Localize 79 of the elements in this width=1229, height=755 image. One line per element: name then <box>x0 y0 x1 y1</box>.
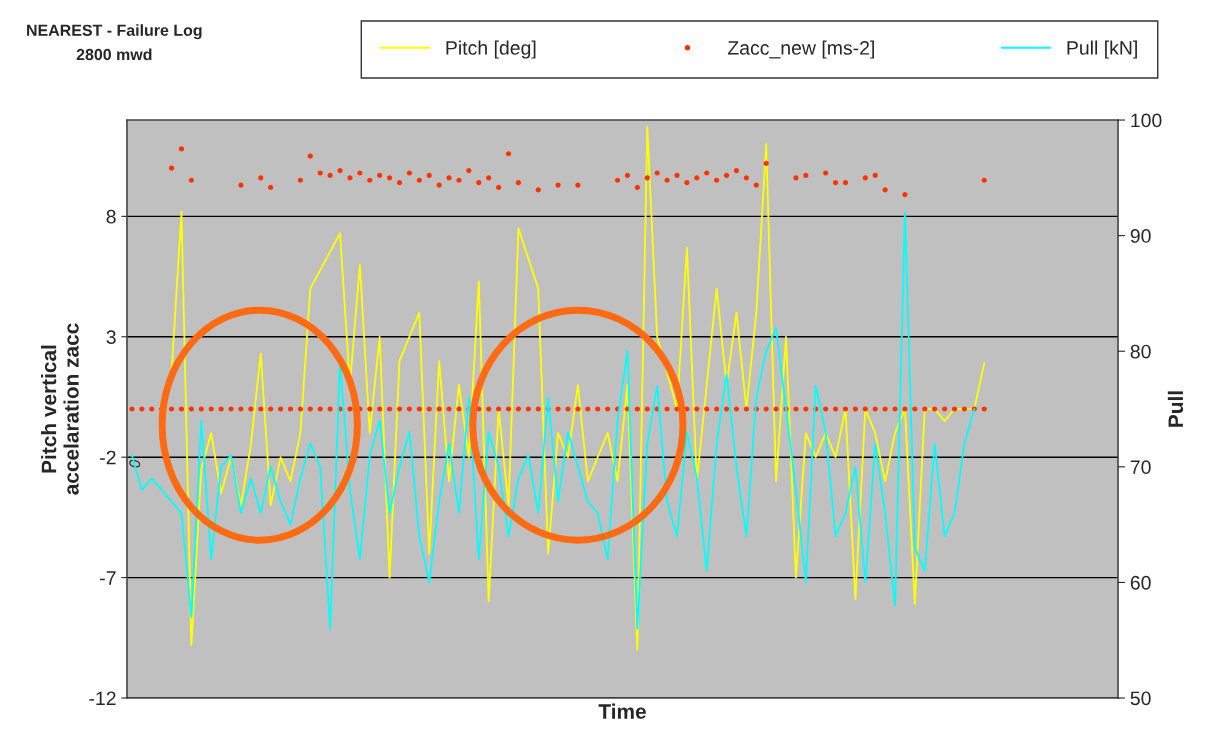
point <box>832 180 839 186</box>
point <box>327 172 333 179</box>
point <box>723 172 730 179</box>
y2-axis-title: Pull <box>1167 391 1184 427</box>
y2-tick-label: 90 <box>1130 229 1151 243</box>
y2-tick-label: 80 <box>1130 344 1151 359</box>
point <box>188 177 194 183</box>
point <box>694 175 700 181</box>
point <box>446 175 452 181</box>
y-tick-label: -7 <box>100 571 116 585</box>
legend-label: Pull [kN] <box>1067 40 1137 59</box>
legend-label: Zacc_new [ms-2] <box>727 40 874 59</box>
point <box>535 187 541 193</box>
point <box>347 175 353 181</box>
point <box>476 180 482 186</box>
chart-title: NEAREST - Failure Log <box>27 24 202 40</box>
point <box>307 153 313 159</box>
point <box>882 187 888 193</box>
y2-tick-label: 100 <box>1131 113 1162 128</box>
point <box>684 180 690 186</box>
point <box>862 175 868 181</box>
x-axis-title: Time <box>598 703 646 719</box>
point <box>743 175 749 181</box>
point <box>981 177 987 183</box>
point <box>614 177 621 183</box>
point <box>803 172 809 179</box>
point <box>555 182 561 188</box>
point <box>624 172 631 179</box>
point <box>416 177 422 183</box>
point <box>337 168 343 174</box>
point <box>515 180 522 186</box>
point <box>575 182 581 188</box>
point <box>178 146 185 152</box>
point <box>842 180 849 186</box>
point <box>386 175 393 181</box>
point <box>654 170 660 176</box>
point <box>258 175 264 181</box>
point <box>674 172 680 179</box>
y-axis-title: Pitch vertical accelaration zacc <box>41 323 79 495</box>
point <box>238 182 244 188</box>
point <box>872 172 878 179</box>
point <box>505 151 512 157</box>
point <box>714 177 720 183</box>
line-series <box>170 126 986 651</box>
point <box>704 170 710 176</box>
point <box>377 172 383 179</box>
point <box>664 177 670 183</box>
point <box>456 177 462 183</box>
point <box>644 175 650 181</box>
point <box>317 170 323 176</box>
chart-subtitle: 2800 mwd <box>76 48 152 61</box>
point <box>902 192 908 198</box>
legend-label: Pitch [deg] <box>446 40 536 59</box>
point <box>733 168 740 174</box>
point <box>168 165 175 171</box>
point <box>426 172 432 179</box>
point <box>297 177 303 183</box>
point <box>436 182 442 188</box>
point <box>406 170 413 176</box>
point <box>466 168 472 174</box>
point <box>634 184 640 191</box>
y-tick-label: -2 <box>100 450 116 465</box>
y2-tick-label: 50 <box>1130 691 1151 706</box>
line-series <box>131 211 976 630</box>
point <box>486 175 492 181</box>
y2-tick-label: 60 <box>1130 575 1151 590</box>
point <box>793 175 799 181</box>
y-tick-label: 3 <box>106 330 116 345</box>
point <box>753 182 759 188</box>
point <box>367 177 373 183</box>
y-tick-label: 8 <box>106 209 116 224</box>
point <box>823 170 829 176</box>
point <box>357 170 363 176</box>
point <box>396 180 403 186</box>
point <box>763 160 769 166</box>
y-tick-label: -12 <box>89 691 116 706</box>
point <box>268 184 274 191</box>
y2-tick-label: 70 <box>1130 460 1151 475</box>
point <box>496 184 502 191</box>
